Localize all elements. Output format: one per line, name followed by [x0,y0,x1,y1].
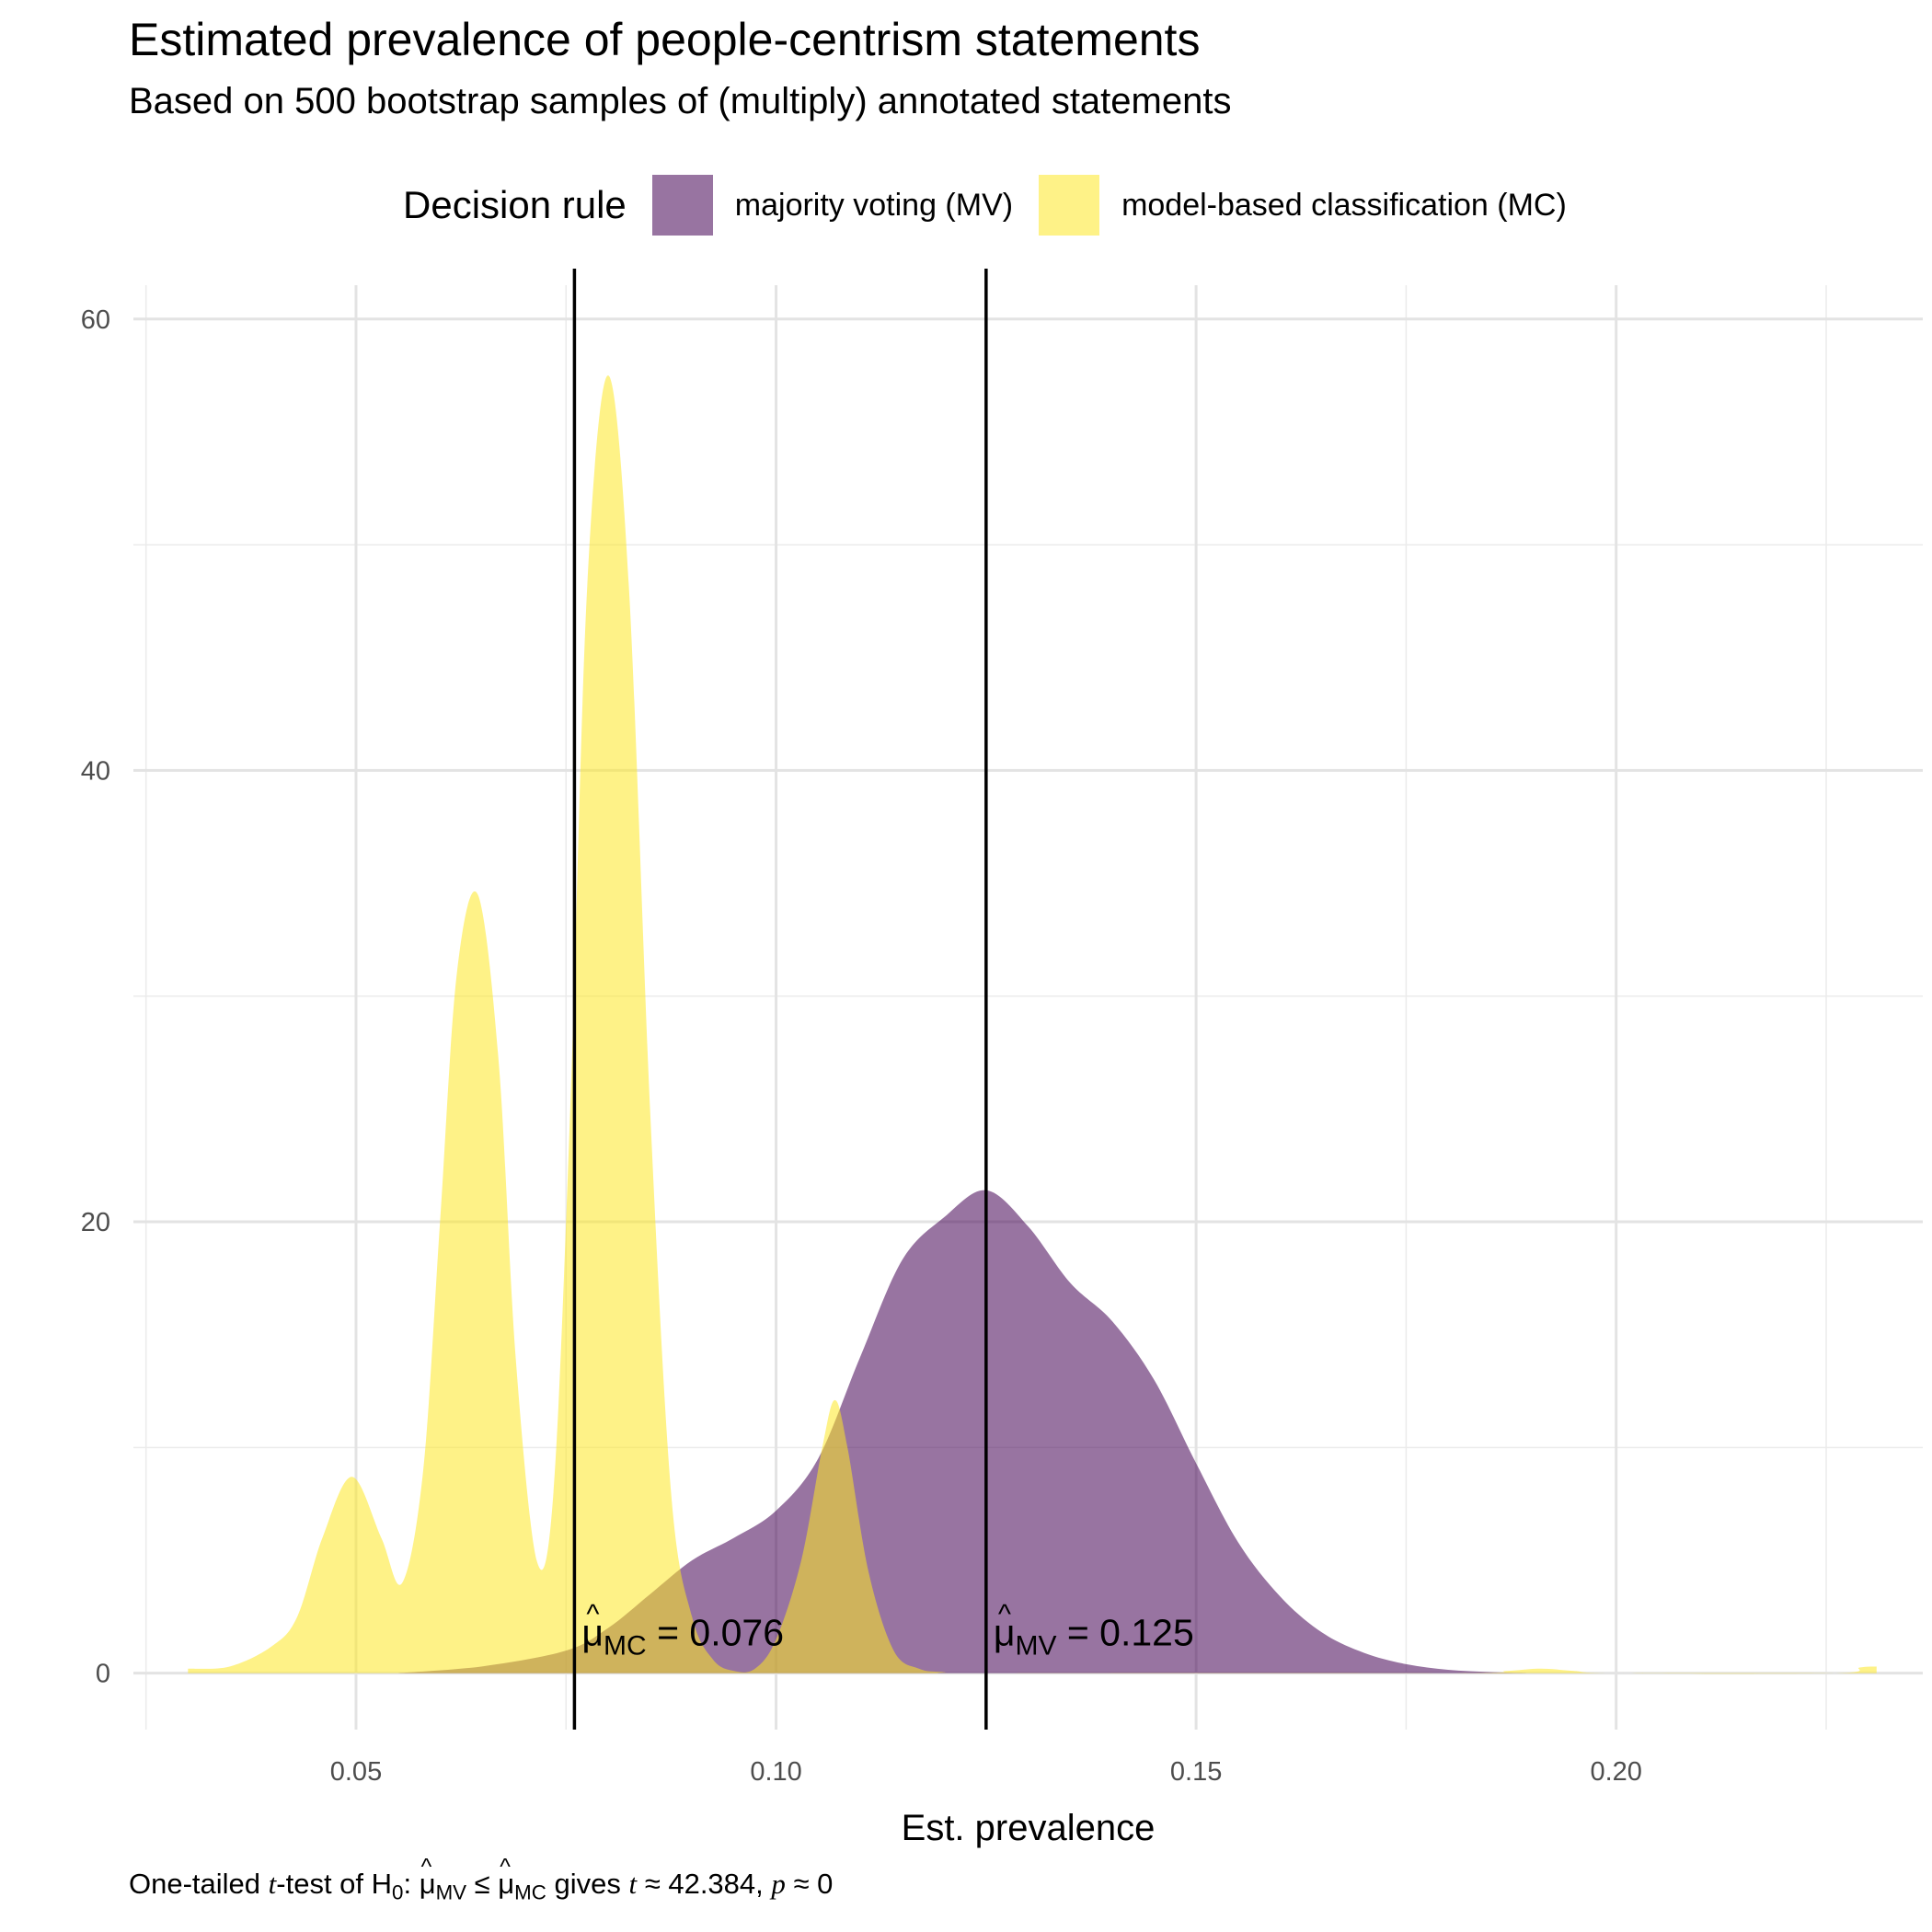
x-tick-label: 0.20 [1590,1757,1641,1787]
caption-h-subscript: 0 [392,1880,404,1904]
caption-mv-subscript: MV [435,1880,467,1904]
y-tick-label: 60 [81,305,110,335]
legend-key-mc [1039,175,1100,236]
legend: Decision rule majority voting (MV) model… [403,175,1593,236]
chart-subtitle: Based on 500 bootstrap samples of (multi… [129,81,1232,121]
chart-title: Estimated prevalence of people-centrism … [129,14,1201,65]
caption-t-symbol: t [268,1868,277,1900]
caption-text-3: : [403,1868,420,1900]
caption-p-symbol: p [771,1868,786,1900]
density-area-mc [188,375,1877,1674]
caption-mc-subscript: MC [514,1880,546,1904]
x-tick-label: 0.15 [1170,1757,1222,1787]
x-tick-label: 0.10 [750,1757,801,1787]
caption-leq: ≤ [466,1868,499,1900]
x-tick-label: 0.05 [330,1757,382,1787]
mean-label-hat: ^ [998,1600,1011,1630]
caption-mu-mv: μ [420,1855,436,1901]
caption-mu-mc: μ [498,1855,514,1901]
caption-text-4: gives [546,1868,629,1900]
x-axis-title: Est. prevalence [902,1808,1156,1848]
legend-key-mv [651,175,713,236]
caption-text-5: ≈ 42.384, [637,1868,772,1900]
legend-label-mv: majority voting (MV) [734,187,1014,223]
mean-label-hat: ^ [586,1600,599,1630]
caption-t-symbol-2: t [628,1868,638,1900]
caption: One-tailed t-test of H0: μMV ≤ μMC gives… [129,1855,834,1905]
y-tick-label: 0 [96,1660,110,1689]
caption-text-6: ≈ 0 [785,1868,834,1900]
legend-title: Decision rule [403,183,627,226]
density-area-mv [397,1190,1533,1673]
legend-label-mc: model-based classification (MC) [1121,187,1567,223]
caption-text-2: -test of H [276,1868,393,1900]
y-tick-label: 20 [81,1208,110,1237]
y-tick-label: 40 [81,756,110,786]
mean-label-mv: μMV = 0.125 [994,1612,1194,1662]
mean-label-mc: μMC = 0.076 [581,1612,784,1662]
caption-text-1: One-tailed [129,1868,269,1900]
